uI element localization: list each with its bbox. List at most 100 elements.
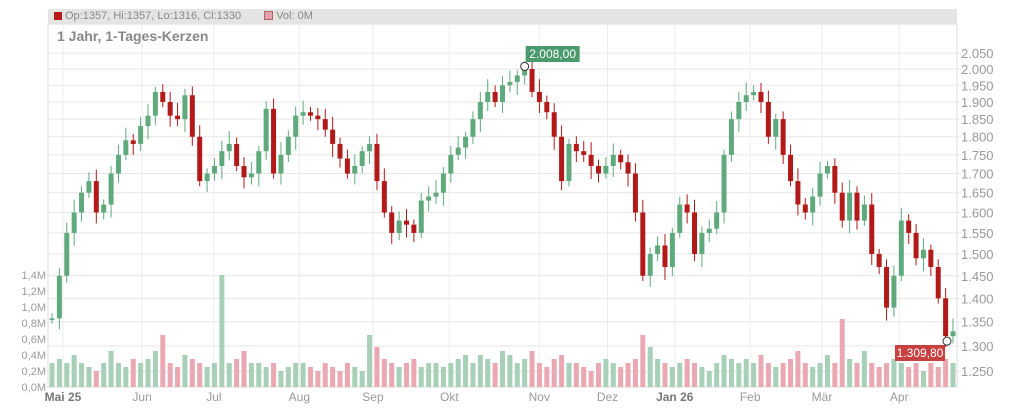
volume-bar [64,363,70,387]
last-marker [942,336,952,346]
y-tick-label: 1.700 [961,167,994,182]
candle-body [182,95,188,120]
candle-body [492,91,498,102]
candle-body [625,162,631,174]
volume-bar [817,363,823,387]
volume-bar [884,363,890,387]
volume-bar [145,359,151,387]
candle-body [396,220,402,233]
y-tick-label: 1.400 [961,291,994,306]
volume-bar [551,359,557,387]
volume-bar [167,363,173,387]
volume-bar [226,363,232,387]
candle-body [389,212,395,233]
candle-body [374,143,380,182]
candle-body [263,108,269,152]
volume-bar [359,371,365,387]
y-tick-label: 1.750 [961,148,994,163]
candle-body [138,126,144,144]
volume-bar [669,367,675,387]
volume-bar [824,355,830,387]
volume-bar [692,363,698,387]
candle-body [315,115,321,120]
volume-bar [751,363,757,387]
volume-bar [891,359,897,387]
volume-bar [403,363,409,387]
candle-body [773,119,779,137]
candle-body [588,154,594,166]
volume-bar [93,371,99,387]
candle-body [411,224,417,233]
candle-body [219,151,225,166]
candle-body [699,232,705,254]
volume-bar [49,363,55,387]
candle-body [669,232,675,267]
volume-bar [618,367,624,387]
volume-bar [440,367,446,387]
candle-body [197,136,203,182]
volume-bar [307,367,313,387]
high-label-bg [525,46,580,62]
candle-body [485,91,491,102]
candle-body [884,266,890,308]
volume-bar [913,363,919,387]
volume-bar [507,355,513,387]
candle-body [285,136,291,155]
volume-bar [736,363,742,387]
candle-body [765,101,771,137]
volume-tick-label: 0,2M [22,366,46,378]
volume-bar [123,367,129,387]
volume-bar [935,367,941,387]
volume-bar [219,275,225,387]
volume-bar [514,363,520,387]
volume-bar [315,371,321,387]
candle-body [529,69,535,92]
candle-body [566,143,572,182]
candle-body [706,228,712,233]
candle-body [79,192,85,213]
volume-bar [581,367,587,387]
candle-body [728,119,734,155]
volume-bar [211,363,217,387]
candle-body [573,143,579,152]
candle-body [86,181,92,193]
volume-bar [352,367,358,387]
volume-bar [160,335,166,387]
volume-bar [293,363,299,387]
candle-body [817,173,823,197]
volume-bar [758,355,764,387]
candle-body [322,119,328,130]
y-tick-label: 2.050 [961,46,994,61]
candle-body [204,173,210,182]
volume-bar [500,351,505,387]
volume-bar [573,363,579,387]
candle-body [854,192,860,221]
x-tick-label: Aug [289,390,310,404]
volume-bar [86,367,92,387]
volume-bar [108,351,114,387]
candle-body [241,165,247,178]
candle-body [780,119,786,155]
y-tick-label: 1.350 [961,315,994,330]
candle-body [743,95,749,102]
volume-bar [115,363,121,387]
high-marker [520,61,530,71]
volume-tick-label: 1,0M [22,302,46,314]
candle-body [226,143,232,152]
volume-bar [943,359,949,387]
candle-body [662,245,668,267]
volume-bar [647,347,653,387]
volume-bar [847,359,853,387]
legend-bar: Op:1357, Hi:1357, Lo:1316, Cl:1330 Vol: … [48,9,957,24]
volume-bar [138,363,144,387]
volume-bar [300,363,306,387]
x-tick-label: Jul [206,390,221,404]
candle-body [847,192,853,221]
candle-body [234,143,240,166]
x-tick-label: Apr [890,390,909,404]
candle-body [935,266,941,299]
volume-bar [381,359,387,387]
volume-bar [197,363,203,387]
candle-body [950,331,956,337]
candle-body [211,165,217,174]
